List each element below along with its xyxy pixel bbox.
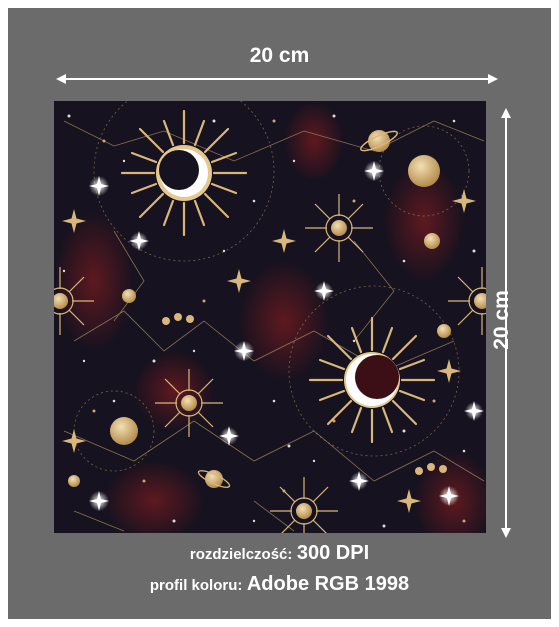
width-arrow-icon (56, 74, 498, 84)
width-label: 20 cm (249, 44, 310, 67)
color-profile-info: profil koloru: Adobe RGB 1998 (8, 573, 551, 596)
product-frame: 20 cm 20 cm (8, 8, 551, 619)
celestial-pattern-svg (54, 101, 486, 533)
color-profile-label: profil koloru: (149, 577, 243, 594)
resolution-value: 300 DPI (296, 542, 370, 564)
color-profile-value: Adobe RGB 1998 (246, 573, 410, 595)
resolution-label: rozdzielczość: (189, 546, 293, 563)
height-arrow-icon (501, 108, 511, 538)
resolution-info: rozdzielczość: 300 DPI (8, 542, 551, 565)
height-label: 20 cm (490, 290, 513, 350)
celestial-pattern-image (54, 101, 486, 533)
